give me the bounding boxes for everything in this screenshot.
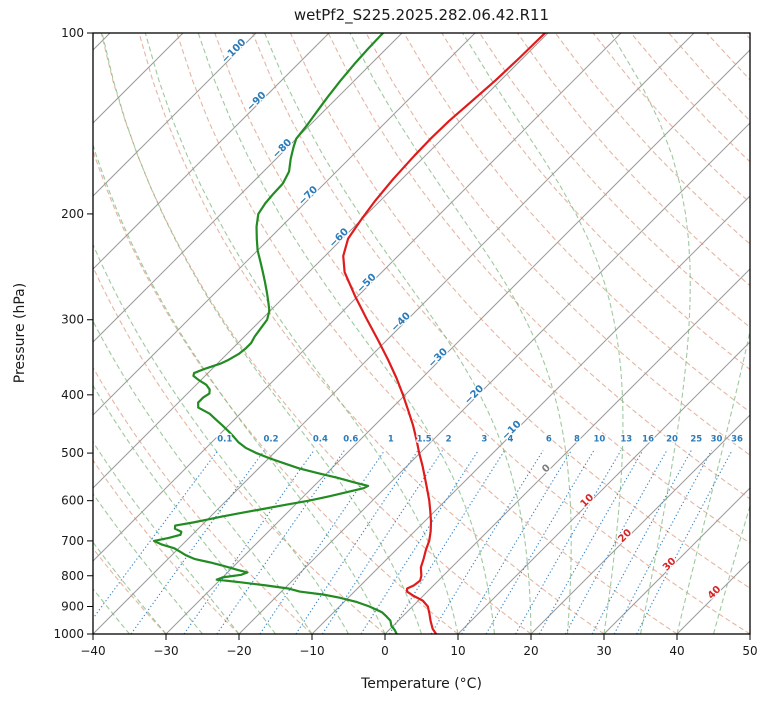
isotherm-label: −50 bbox=[355, 272, 379, 296]
axis-ticks-and-labels: −40 −30 −20 −10 0 10 20 30 40 5010020030040050060… bbox=[53, 26, 757, 658]
y-tick-label: 800 bbox=[61, 569, 84, 583]
x-tick-label: −10 bbox=[299, 644, 324, 658]
y-tick-label: 700 bbox=[61, 534, 84, 548]
x-tick-label: 30 bbox=[596, 644, 611, 658]
mixing-ratio-label: 8 bbox=[574, 434, 580, 444]
x-tick-label: −30 bbox=[153, 644, 178, 658]
mixing-ratio-label: 25 bbox=[690, 434, 702, 444]
isotherm-label: −100 bbox=[220, 37, 248, 65]
y-tick-label: 400 bbox=[61, 388, 84, 402]
temperature-curve bbox=[342, 33, 547, 634]
y-tick-label: 300 bbox=[61, 313, 84, 327]
mixing-ratio-label: 30 bbox=[711, 434, 723, 444]
dewpoint-curve bbox=[152, 33, 398, 634]
x-tick-label: 20 bbox=[523, 644, 538, 658]
y-tick-label: 500 bbox=[61, 446, 84, 460]
mixing-ratio-label: 0.4 bbox=[313, 434, 328, 444]
plot-frame bbox=[92, 32, 751, 635]
mixing-ratio-label: 3 bbox=[481, 434, 487, 444]
mixing-ratio-label: 0.6 bbox=[343, 434, 358, 444]
mixing-ratio-lines bbox=[93, 450, 733, 634]
mixing-ratio-label: 0.1 bbox=[217, 434, 232, 444]
mixing-ratio-label: 6 bbox=[546, 434, 552, 444]
isotherm-label: 20 bbox=[617, 527, 635, 545]
y-tick-label: 900 bbox=[61, 599, 84, 613]
x-tick-label: −40 bbox=[80, 644, 105, 658]
dry-adiabat-lines bbox=[93, 33, 750, 634]
isotherm-label: −20 bbox=[463, 383, 487, 407]
mixing-ratio-label: 1.5 bbox=[417, 434, 432, 444]
isotherm-label: −40 bbox=[389, 311, 413, 335]
mixing-ratio-label: 16 bbox=[642, 434, 654, 444]
mixing-ratio-label: 4 bbox=[508, 434, 514, 444]
x-tick-label: −20 bbox=[226, 644, 251, 658]
isotherm-label: −70 bbox=[297, 184, 321, 208]
chart-title: wetPf2_S225.2025.282.06.42.R11 bbox=[293, 6, 550, 24]
y-axis-label: Pressure (hPa) bbox=[12, 282, 28, 384]
isotherm-label: 40 bbox=[706, 584, 724, 602]
mixing-ratio-label: 10 bbox=[593, 434, 605, 444]
moist-adiabat-lines bbox=[93, 33, 750, 634]
x-tick-label: 10 bbox=[450, 644, 465, 658]
isotherm-label: 10 bbox=[579, 492, 597, 510]
x-axis-label: Temperature (°C) bbox=[361, 676, 482, 692]
isotherm-label: 30 bbox=[661, 556, 679, 574]
background-grid bbox=[93, 33, 750, 634]
x-tick-label: 50 bbox=[742, 644, 757, 658]
isotherm-label: −90 bbox=[245, 90, 269, 114]
mixing-ratio-label: 0.2 bbox=[263, 434, 278, 444]
mixing-ratio-label: 1 bbox=[388, 434, 394, 444]
mixing-ratio-label: 20 bbox=[666, 434, 678, 444]
mixing-ratio-label: 13 bbox=[620, 434, 632, 444]
x-tick-label: 0 bbox=[381, 644, 389, 658]
y-tick-label: 200 bbox=[61, 207, 84, 221]
isotherm-lines bbox=[93, 33, 750, 634]
y-tick-label: 600 bbox=[61, 494, 84, 508]
x-tick-label: 40 bbox=[669, 644, 684, 658]
mixing-ratio-label: 2 bbox=[446, 434, 452, 444]
isotherm-label: −30 bbox=[426, 346, 450, 370]
isotherm-label: 0 bbox=[540, 463, 553, 476]
y-tick-label: 100 bbox=[61, 26, 84, 40]
y-tick-label: 1000 bbox=[53, 627, 84, 641]
mixing-ratio-label: 36 bbox=[731, 434, 743, 444]
